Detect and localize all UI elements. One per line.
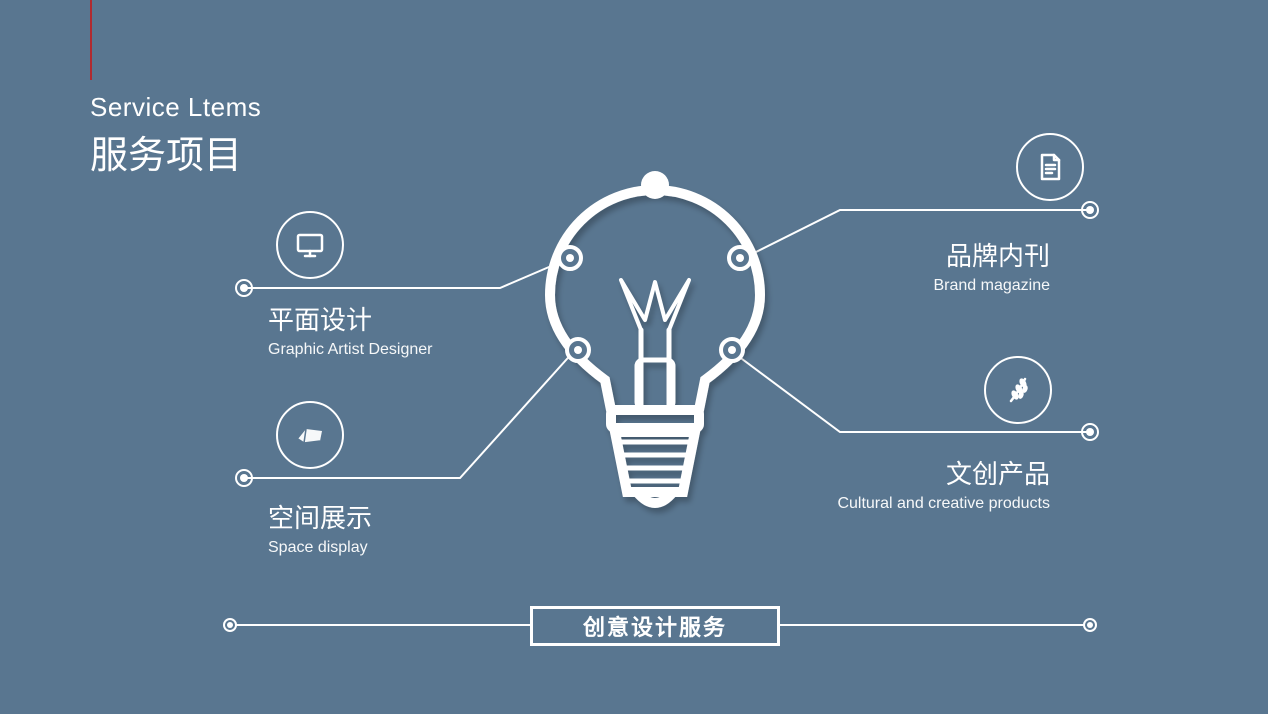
item-label-zh: 空间展示 bbox=[268, 498, 372, 535]
monitor-icon bbox=[276, 211, 344, 279]
item-label-zh: 品牌内刊 bbox=[933, 236, 1050, 273]
item-label-en: Brand magazine bbox=[933, 277, 1050, 295]
wheat-icon bbox=[984, 356, 1052, 424]
item-label-en: Graphic Artist Designer bbox=[268, 341, 433, 359]
item-brand-magazine: 品牌内刊 Brand magazine bbox=[933, 236, 1050, 295]
slide-stage: Service Ltems 服务项目 平面设计 Graphic Artist D… bbox=[0, 0, 1268, 714]
item-label-zh: 文创产品 bbox=[837, 454, 1050, 491]
box-icon bbox=[276, 401, 344, 469]
footer-label-box: 创意设计服务 bbox=[530, 606, 780, 646]
item-label-zh: 平面设计 bbox=[268, 300, 433, 337]
item-space-display: 空间展示 Space display bbox=[268, 498, 372, 557]
footer-dot-left bbox=[223, 618, 237, 632]
item-label-en: Cultural and creative products bbox=[837, 495, 1050, 513]
item-label-en: Space display bbox=[268, 539, 372, 557]
document-icon bbox=[1016, 133, 1084, 201]
footer-label: 创意设计服务 bbox=[583, 610, 727, 642]
footer-dot-right bbox=[1083, 618, 1097, 632]
item-graphic-design: 平面设计 Graphic Artist Designer bbox=[268, 300, 433, 359]
item-creative-products: 文创产品 Cultural and creative products bbox=[837, 454, 1050, 513]
